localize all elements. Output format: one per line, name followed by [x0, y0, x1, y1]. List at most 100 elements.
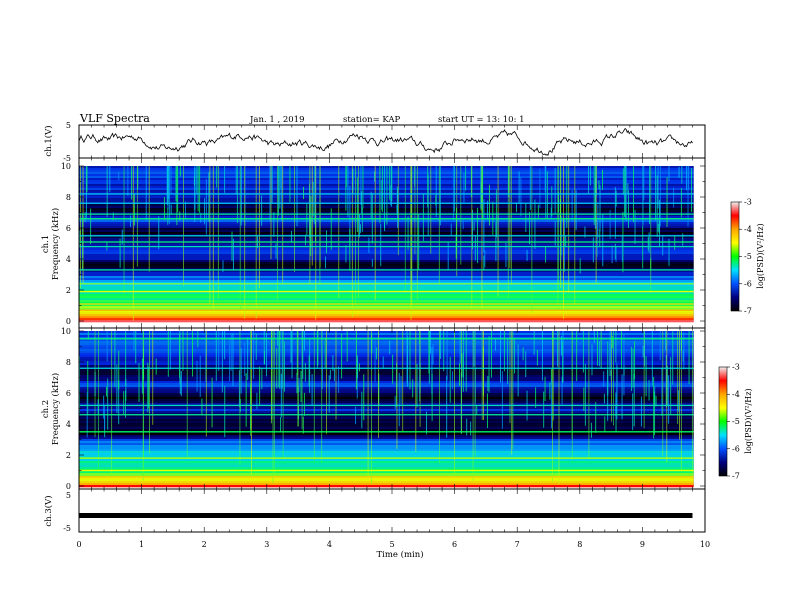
spectrogram-row: [79, 383, 694, 386]
date-label: Jan. 1 , 2019: [249, 115, 305, 125]
spectrogram-speckle: [119, 249, 121, 268]
spectrogram-speckle: [687, 166, 689, 227]
spectrogram-speckle: [645, 356, 647, 397]
spectrogram-speckle: [666, 177, 668, 227]
spectrogram-speckle: [462, 331, 464, 392]
spectrogram-speckle: [602, 169, 604, 190]
spectrogram-sferic: [250, 331, 251, 436]
spectrogram-speckle: [314, 166, 316, 226]
spectrogram-speckle: [422, 193, 424, 241]
ch2-spectrogram-ylabel: Frequency (kHz): [50, 373, 61, 445]
spectrogram-speckle: [490, 331, 492, 378]
spectrogram-sferic: [474, 331, 476, 457]
spectrogram-sferic: [321, 331, 323, 463]
freq-tick-label: 6: [66, 224, 71, 233]
spectrogram-speckle: [583, 387, 585, 411]
colorbar-tick-label: -5: [732, 417, 740, 426]
spectrogram-speckle: [355, 331, 357, 390]
spectrogram-speckle: [280, 416, 282, 432]
spectrogram-speckle: [590, 422, 592, 438]
spectrogram-sferic: [509, 331, 511, 424]
spectrogram-sferic: [80, 166, 81, 289]
spectrogram-speckle: [224, 166, 226, 193]
spectrogram-row: [79, 216, 694, 219]
spectrogram-row: [79, 403, 694, 406]
spectrogram-speckle: [651, 331, 653, 386]
spectrogram-row: [79, 238, 694, 241]
spectrogram-speckle: [419, 331, 421, 345]
spectrogram-speckle: [345, 245, 347, 263]
spectrogram-speckle: [599, 229, 601, 247]
spectrogram-row: [79, 357, 694, 360]
spectrogram-row: [79, 375, 694, 378]
spectrogram-line: [79, 202, 694, 204]
spectrogram-speckle: [204, 197, 206, 225]
spectrogram-sferic: [512, 331, 514, 450]
spectrogram-row: [79, 180, 694, 183]
spectrogram-speckle: [200, 212, 202, 223]
spectrogram-speckle: [634, 209, 636, 244]
spectrogram-speckle: [308, 355, 310, 387]
spectrogram-speckle: [596, 331, 598, 366]
spectrogram-speckle: [360, 224, 362, 233]
spectrogram-speckle: [359, 214, 361, 238]
spectrogram-sferic: [558, 331, 560, 485]
spectrogram-row: [79, 248, 694, 251]
time-tick-label: 10: [700, 540, 710, 549]
spectrogram-row: [79, 310, 694, 313]
spectrogram-speckle: [271, 166, 273, 204]
spectrogram-row: [79, 377, 694, 380]
spectrogram-speckle: [623, 334, 625, 396]
spectrogram-speckle: [597, 204, 599, 238]
freq-tick-label: 2: [66, 451, 71, 460]
spectrogram-row: [79, 415, 694, 418]
colorbar-tick-label: -6: [744, 279, 752, 288]
spectrogram-speckle: [656, 175, 658, 238]
ch1-colorbar-ticks: -3 -4 -5 -6 -7: [739, 198, 752, 316]
spectrogram-row: [79, 477, 694, 480]
spectrogram-sferic: [357, 166, 359, 298]
spectrogram-speckle: [112, 212, 114, 221]
spectrogram-speckle: [196, 360, 198, 392]
spectrogram-speckle: [533, 331, 535, 355]
spectrogram-speckle: [525, 351, 527, 378]
spectrogram-row: [79, 226, 694, 229]
spectrogram-sferic: [402, 331, 404, 432]
spectrogram-sferic: [277, 166, 279, 301]
spectrogram-row: [79, 302, 694, 305]
spectrogram-speckle: [550, 380, 552, 429]
spectrogram-row: [79, 176, 694, 179]
spectrogram-speckle: [208, 172, 210, 222]
spectrogram-row: [79, 467, 694, 470]
spectrogram-sferic: [205, 331, 207, 437]
spectrogram-speckle: [659, 166, 661, 227]
spectrogram-speckle: [361, 207, 363, 232]
spectrogram-sferic: [396, 331, 398, 449]
spectrogram-line: [79, 469, 694, 472]
spectrogram-row: [79, 339, 694, 342]
spectrogram-speckle: [298, 378, 300, 392]
spectrogram-speckle: [526, 249, 528, 261]
spectrogram-sferic: [374, 166, 376, 301]
spectrogram-speckle: [79, 356, 81, 414]
spectrogram-speckle: [106, 166, 108, 217]
spectrogram-speckle: [90, 208, 92, 245]
spectrogram-row: [79, 298, 694, 301]
spectrogram-speckle: [229, 338, 231, 382]
spectrogram-speckle: [593, 331, 595, 343]
spectrogram-speckle: [87, 331, 89, 340]
spectrogram-speckle: [473, 331, 475, 367]
spectrogram-speckle: [447, 242, 449, 270]
ch1-ytick-bottom: -5: [63, 154, 71, 163]
spectrogram-speckle: [361, 191, 363, 214]
spectrogram-speckle: [566, 166, 568, 228]
spectrogram-speckle: [179, 211, 181, 221]
spectrogram-speckle: [137, 166, 139, 189]
spectrogram-sferic: [217, 166, 219, 300]
spectrogram-speckle: [396, 204, 398, 215]
colorbar-tick-label: -4: [732, 390, 740, 399]
spectrogram-row: [79, 333, 694, 336]
spectrogram-speckle: [358, 363, 360, 372]
spectrogram-speckle: [281, 331, 283, 389]
spectrogram-sferic: [251, 331, 252, 475]
